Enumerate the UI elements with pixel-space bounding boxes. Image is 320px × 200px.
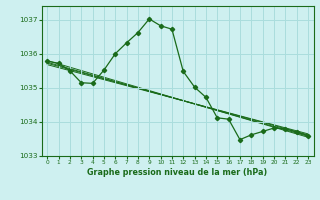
X-axis label: Graphe pression niveau de la mer (hPa): Graphe pression niveau de la mer (hPa) xyxy=(87,168,268,177)
